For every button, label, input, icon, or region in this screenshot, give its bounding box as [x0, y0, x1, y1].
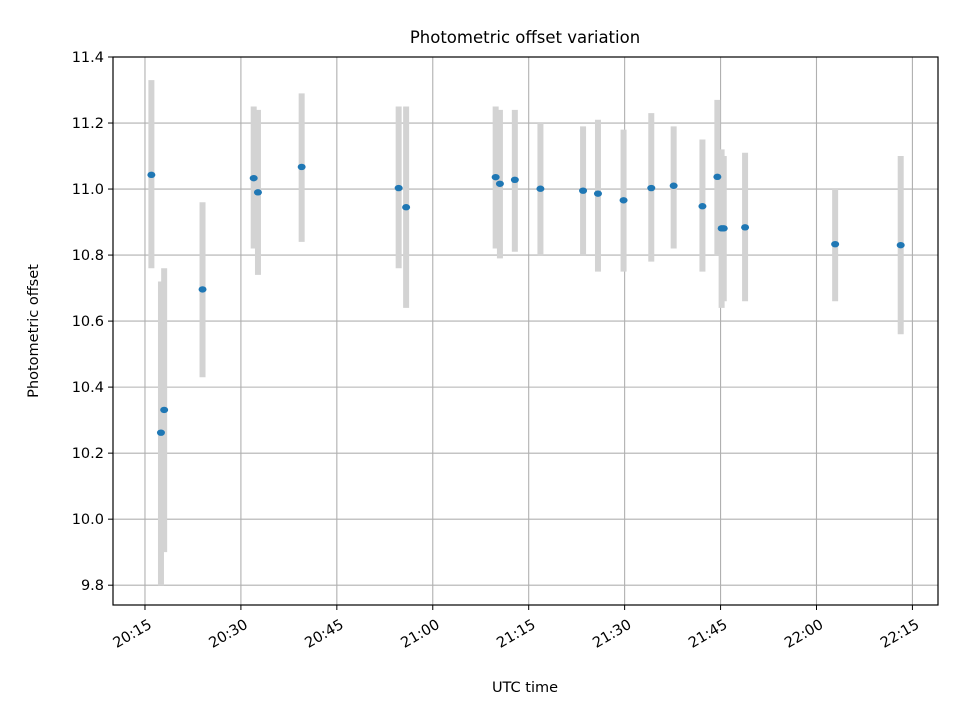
data-point	[198, 286, 207, 293]
data-point	[713, 173, 722, 181]
data-point	[394, 184, 403, 192]
data-point	[669, 182, 678, 189]
data-point	[147, 171, 156, 179]
data-point	[491, 173, 500, 181]
data-point	[402, 204, 411, 211]
y-axis-ticks: 9.8 10.0 10.2 10.4 10.6 10.8 11.0 11.2 11.4	[72, 50, 113, 594]
y-tick-label: 10.4	[72, 380, 104, 396]
y-tick-label: 11.0	[72, 182, 104, 198]
data-point	[510, 176, 519, 184]
data-point	[741, 224, 750, 231]
y-tick-label: 10.6	[72, 314, 104, 330]
y-tick-label: 10.8	[72, 248, 104, 264]
data-point	[495, 180, 504, 187]
y-tick-label: 10.0	[72, 512, 104, 528]
y-tick-label: 10.2	[72, 446, 104, 462]
data-point	[536, 185, 545, 192]
y-tick-label: 11.2	[72, 116, 104, 132]
data-point	[698, 203, 707, 210]
plot-frame	[112, 56, 939, 606]
data-point	[156, 429, 165, 436]
data-point	[249, 174, 258, 182]
data-point	[253, 189, 262, 196]
y-axis-label: Photometric offset	[26, 264, 42, 398]
data-point	[831, 240, 840, 248]
data-point	[896, 241, 905, 249]
data-point	[160, 406, 169, 414]
data-point	[593, 190, 602, 197]
data-point	[297, 163, 306, 171]
data-point	[579, 187, 588, 194]
data-points	[147, 163, 905, 436]
chart-title: Photometric offset variation	[410, 28, 640, 47]
grid	[113, 56, 938, 605]
data-point	[647, 184, 656, 192]
y-tick-label: 9.8	[81, 578, 104, 594]
data-point	[619, 197, 628, 204]
data-point	[719, 225, 728, 232]
y-tick-label: 11.4	[72, 50, 104, 66]
x-axis-label: UTC time	[492, 680, 558, 696]
